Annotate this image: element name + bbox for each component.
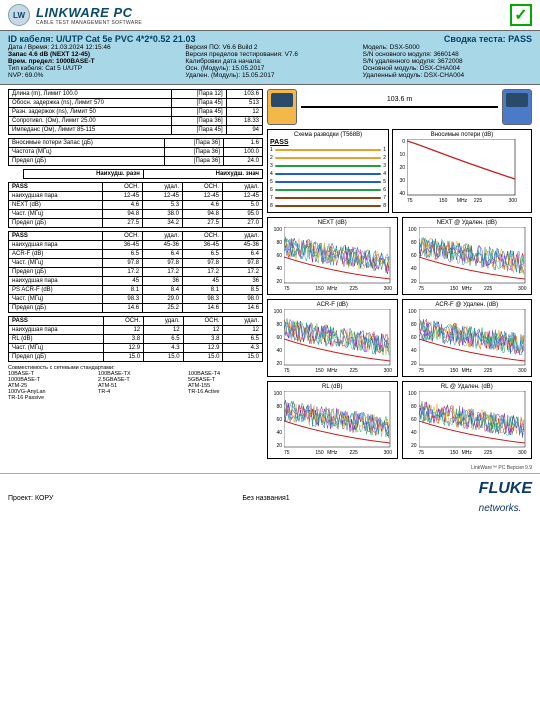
tester-main-icon: [267, 89, 297, 125]
section-header-table: Наихудш. разн Наихудш. знач: [8, 169, 263, 179]
chart-1: NEXT @ Удален. (dB)100806040207515022530…: [402, 217, 533, 295]
logo-sub-text: CABLE TEST MANAGEMENT SOFTWARE: [36, 20, 142, 26]
chart-0: NEXT (dB)1008060402075150225300MHz: [267, 217, 398, 295]
cable-diagram: 103.6 m: [267, 89, 532, 125]
lw-badge-icon: LW: [8, 4, 30, 26]
left-column: Длина (m), Лимит 100.0[Пара 12]103.6Обос…: [8, 89, 263, 459]
footer-version: LinkWare™ PC Версия 9.9: [0, 463, 540, 473]
logo-block: LW LINKWARE PC CABLE TEST MANAGEMENT SOF…: [8, 4, 142, 26]
chart-3: ACR-F @ Удален. (dB)10080604020751502253…: [402, 299, 533, 377]
name-label: Без названия1: [242, 495, 289, 502]
detail-band: ID кабеля: U/UTP Cat 5e PVC 4*2*0.52 21.…: [0, 30, 540, 85]
cable-length-label: 103.6 m: [387, 96, 412, 103]
bottom-bar: Проект: КОРУ Без названия1 FLUKEnetworks…: [0, 473, 540, 522]
cable-line: 103.6 m: [301, 106, 498, 108]
fluke-logo: FLUKEnetworks.: [479, 480, 532, 516]
wiremap-chart: Схема разводки (T568B) PASS 112233445566…: [267, 129, 389, 213]
tester-remote-icon: [502, 89, 532, 125]
standards-block: Совместимость с сетевыми стандартами: 10…: [8, 365, 263, 401]
band-col-1: Дата / Время: 21.03.2024 12:15:46 Запас …: [8, 44, 177, 79]
band-col-2: Версия ПО: V6.6 Build 2 Версия пределов …: [185, 44, 354, 79]
next-section: PASSОСН.удал.ОСН.удал. наихудшая пара12-…: [8, 182, 263, 228]
chart-2: ACR-F (dB)1008060402075150225300MHz: [267, 299, 398, 377]
rl-section: PASSОСН.удал.ОСН.удал. наихудшая пара121…: [8, 316, 263, 362]
chart-4: RL (dB)1008060402075150225300MHz: [267, 381, 398, 459]
acrf-section: PASSОСН.удал.ОСН.удал. наихудшая пара36-…: [8, 231, 263, 313]
summary-pass: Сводка теста: PASS: [444, 34, 532, 44]
app-header: LW LINKWARE PC CABLE TEST MANAGEMENT SOF…: [0, 0, 540, 30]
right-column: 103.6 m Схема разводки (T568B) PASS 1122…: [267, 89, 532, 459]
chart-5: RL @ Удален. (dB)1008060402075150225300M…: [402, 381, 533, 459]
band-col-3: Модель: DSX-5000 S/N основного модуля: 3…: [363, 44, 532, 79]
pass-check-icon: ✓: [510, 4, 532, 26]
insertion-loss-chart: Вносимые потери (dB) 010203040 751502253…: [392, 129, 532, 213]
charts-grid: NEXT (dB)1008060402075150225300MHzNEXT @…: [267, 217, 532, 459]
cable-id: ID кабеля: U/UTP Cat 5e PVC 4*2*0.52 21.…: [8, 34, 195, 44]
project-label: Проект: КОРУ: [8, 495, 53, 502]
logo-main-text: LINKWARE PC: [36, 5, 133, 20]
props-table: Длина (m), Лимит 100.0[Пара 12]103.6Обос…: [8, 89, 263, 135]
props-table-2: Вносимые потери Запас (дБ)[Пара 36]1.6Ча…: [8, 138, 263, 166]
